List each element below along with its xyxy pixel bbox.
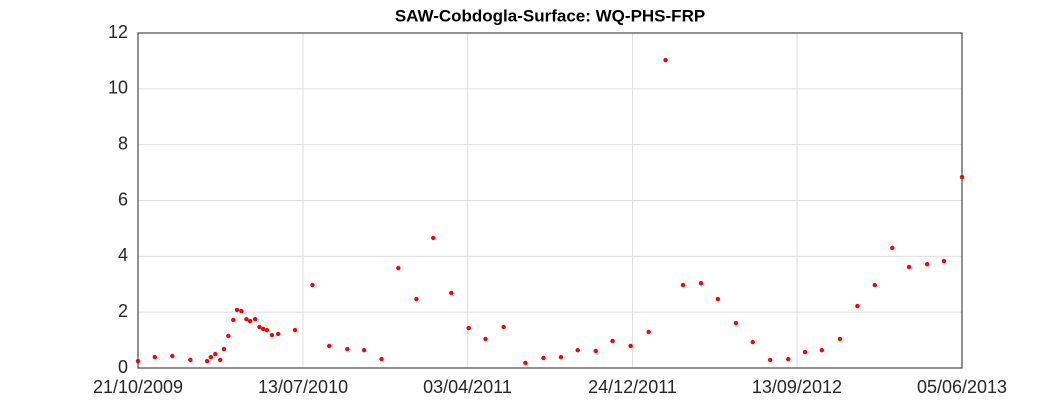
data-point [244,316,249,322]
x-tick-label: 03/04/2011 [423,377,512,397]
data-point [414,296,419,302]
data-point [698,280,704,286]
data-point [855,303,860,309]
data-point [483,336,488,342]
data-point [152,354,158,360]
y-tick-label: 10 [108,78,128,98]
data-point [396,265,401,271]
data-point [837,336,843,342]
data-point [501,324,506,330]
data-point [819,347,825,353]
data-point [906,264,912,270]
data-point [361,347,367,353]
y-tick-label: 6 [118,189,128,209]
data-point [239,308,244,314]
data-point [680,282,686,288]
data-point [575,347,580,353]
data-point [170,353,175,359]
chart-title: SAW-Cobdogla-Surface: WQ-PHS-FRP [395,6,705,25]
data-point [231,317,236,323]
data-point [959,174,965,180]
axes-box [137,32,963,369]
data-point [924,261,930,267]
data-point [327,343,332,349]
x-tick-label: 13/07/2010 [258,377,348,397]
data-point [310,282,315,288]
data-point [941,258,947,264]
data-point [449,290,454,296]
data-point [593,348,598,354]
y-tick-label: 8 [118,133,128,153]
x-tick-label: 05/06/2013 [917,377,1007,397]
y-tick-label: 4 [118,245,128,265]
data-point [260,326,266,332]
y-tick-label: 2 [118,301,128,321]
data-point [264,327,270,333]
data-point [218,357,223,363]
data-point [715,296,721,302]
data-point [628,343,633,349]
data-point [188,357,193,363]
data-point [213,351,218,357]
data-point [257,324,262,330]
data-point [269,332,275,338]
x-tick-label: 24/12/2011 [588,377,677,397]
data-point [204,358,210,364]
data-point [523,360,528,366]
data-point [872,282,878,288]
data-point [275,331,281,337]
data-point [646,329,651,335]
data-point [466,325,471,331]
data-point [750,339,755,345]
data-point [208,354,214,360]
x-tick-label: 13/09/2012 [752,377,842,397]
data-point [541,355,546,361]
data-point [345,346,350,352]
data-point [234,307,240,313]
data-point [610,338,615,344]
y-tick-label: 0 [118,357,128,377]
data-point [292,327,298,333]
x-tick-label: 21/10/2009 [93,377,183,397]
data-point [767,357,773,363]
data-point [221,346,227,352]
data-point [135,358,141,364]
y-tick-label: 12 [108,22,128,42]
data-point [379,356,384,362]
data-point [786,356,791,362]
data-point [733,320,739,326]
data-point [247,318,253,324]
data-point [252,316,258,322]
data-point [802,349,808,355]
data-point [431,235,436,241]
data-point [558,354,564,360]
data-point [226,333,231,339]
data-point [663,57,668,63]
data-point [890,245,895,251]
